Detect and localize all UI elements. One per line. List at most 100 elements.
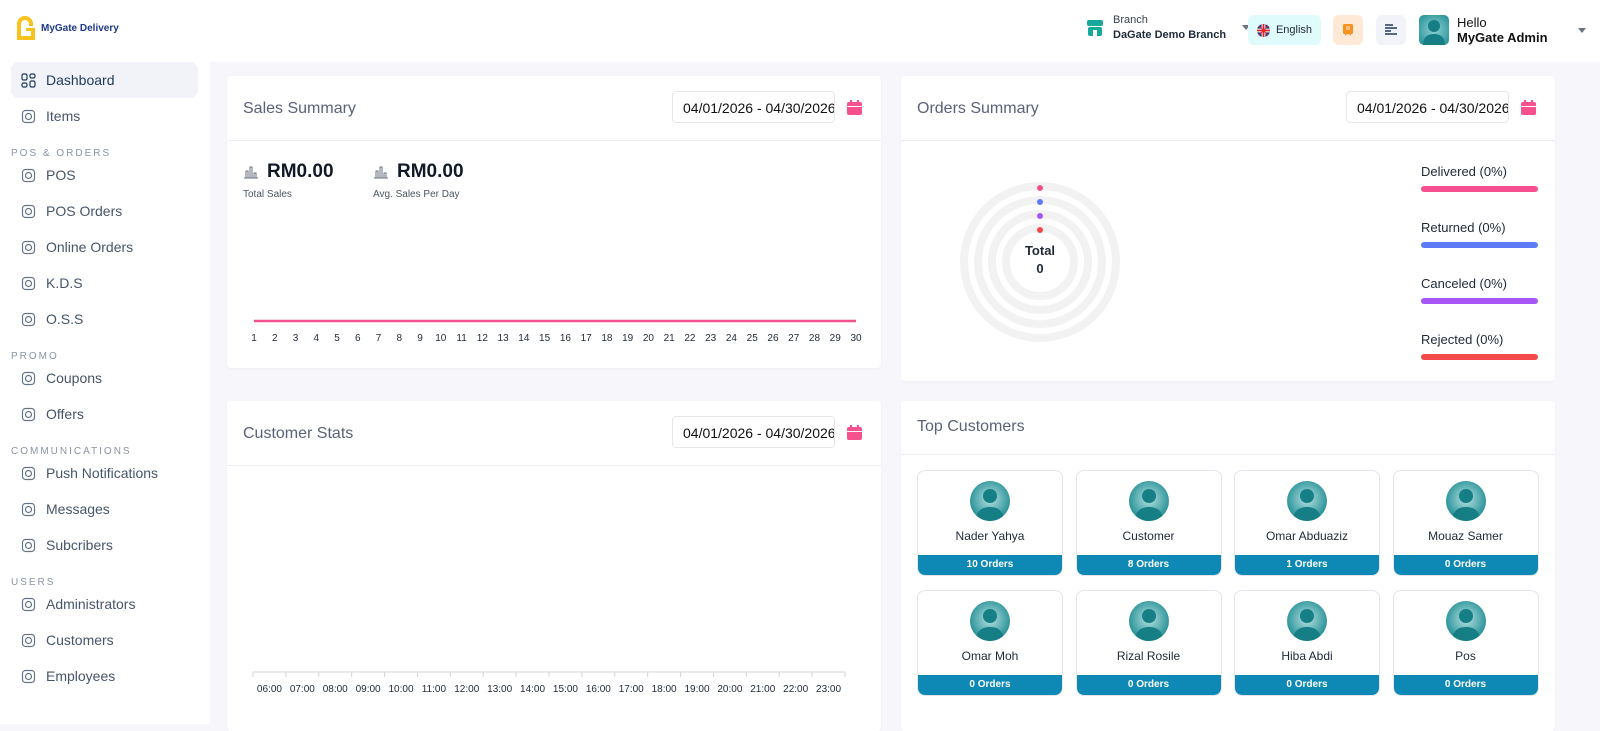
x-tick-label: 3 xyxy=(293,333,299,344)
sidebar-item-administrators[interactable]: Administrators xyxy=(11,586,198,622)
x-tick-label: 07:00 xyxy=(290,684,315,695)
customer-card[interactable]: Mouaz Samer 0 Orders xyxy=(1392,470,1539,576)
date-range-input[interactable]: 04/01/2026 - 04/30/2026 xyxy=(672,91,835,123)
sidebar-item-label: Push Notifications xyxy=(46,465,159,481)
x-tick-label: 08:00 xyxy=(323,684,348,695)
customer-card[interactable]: Omar Abduaziz 1 Orders xyxy=(1234,470,1380,576)
sidebar-item-customers[interactable]: Customers xyxy=(11,622,198,658)
sidebar-item-online-orders[interactable]: Online Orders xyxy=(11,229,198,265)
customer-name: Hiba Abdi xyxy=(1281,649,1333,663)
bar-chart-icon xyxy=(374,166,388,179)
branch-selector[interactable]: Branch DaGate Demo Branch xyxy=(1087,14,1251,41)
date-range-input[interactable]: 04/01/2026 - 04/30/2026 xyxy=(1346,91,1509,123)
x-tick-label: 12:00 xyxy=(454,684,479,695)
customer-stats-card: Customer Stats 04/01/2026 - 04/30/2026 0… xyxy=(227,401,881,731)
sidebar-item-items[interactable]: Items xyxy=(11,98,198,134)
order-count-badge: 0 Orders xyxy=(918,675,1062,695)
sidebar-item-pos-orders[interactable]: POS Orders xyxy=(11,193,198,229)
customer-name: Rizal Rosile xyxy=(1116,649,1181,663)
sidebar-item-pos[interactable]: POS xyxy=(11,157,198,193)
order-count-badge: 0 Orders xyxy=(1393,555,1538,575)
sidebar-section-label: POS & ORDERS xyxy=(11,148,112,159)
sidebar: Dashboard Items POS & ORDERS POS POS Orders O… xyxy=(0,62,210,724)
sidebar-item-o-s-s[interactable]: O.S.S xyxy=(11,301,198,337)
x-tick-label: 12 xyxy=(477,333,489,344)
chevron-down-icon xyxy=(1242,25,1251,30)
avatar xyxy=(1128,601,1169,641)
pos-orders-icon xyxy=(21,204,36,218)
avatar xyxy=(1287,481,1327,521)
menu-toggle-button[interactable] xyxy=(1376,15,1406,45)
date-range-input[interactable]: 04/01/2026 - 04/30/2026 xyxy=(672,416,835,448)
x-tick-label: 10:00 xyxy=(388,684,413,695)
sidebar-item-label: Employees xyxy=(46,668,116,684)
sidebar-item-label: Online Orders xyxy=(46,239,134,255)
x-tick-label: 21:00 xyxy=(750,684,775,695)
x-tick-label: 29 xyxy=(830,333,842,344)
x-tick-label: 1 xyxy=(251,333,257,344)
x-tick-label: 22:00 xyxy=(783,684,808,695)
x-tick-label: 4 xyxy=(313,333,319,344)
users-icon xyxy=(21,633,36,647)
legend-item: Canceled (0%) xyxy=(1421,276,1538,304)
user-menu[interactable]: Hello MyGate Admin xyxy=(1419,15,1586,45)
x-tick-label: 11:00 xyxy=(422,684,447,695)
sidebar-item-push-notifications[interactable]: Push Notifications xyxy=(11,455,198,491)
sidebar-section-label: PROMO xyxy=(11,351,59,362)
order-count-badge: 0 Orders xyxy=(1076,675,1221,695)
bar-chart-icon xyxy=(244,166,258,179)
x-tick-label: 6 xyxy=(355,333,361,344)
card-title: Customer Stats xyxy=(243,425,354,442)
employee-icon xyxy=(21,669,36,683)
calendar-icon[interactable] xyxy=(847,100,862,115)
sidebar-item-label: Coupons xyxy=(46,370,103,386)
legend-item: Delivered (0%) xyxy=(1421,164,1538,192)
radial-value-dot xyxy=(1037,213,1043,219)
x-tick-label: 25 xyxy=(747,333,759,344)
x-tick-label: 18:00 xyxy=(652,684,677,695)
sidebar-item-coupons[interactable]: Coupons xyxy=(11,360,198,396)
customer-card[interactable]: Omar Moh 0 Orders xyxy=(917,590,1063,696)
x-tick-label: 16:00 xyxy=(586,684,611,695)
order-count-badge: 0 Orders xyxy=(1393,675,1538,695)
sidebar-item-messages[interactable]: Messages xyxy=(11,491,198,527)
avatar xyxy=(1445,601,1486,641)
order-count-badge: 1 Orders xyxy=(1235,555,1379,575)
order-count-badge: 10 Orders xyxy=(918,555,1062,575)
customer-card[interactable]: Customer 8 Orders xyxy=(1075,470,1222,576)
x-tick-label: 19 xyxy=(622,333,634,344)
sidebar-item-subcribers[interactable]: Subcribers xyxy=(11,527,198,563)
user-icon xyxy=(21,597,36,611)
logo[interactable]: MyGate Delivery xyxy=(14,14,119,42)
sidebar-item-k-d-s[interactable]: K.D.S xyxy=(11,265,198,301)
sidebar-item-dashboard[interactable]: Dashboard xyxy=(11,62,198,98)
x-tick-label: 30 xyxy=(850,333,862,344)
customer-card[interactable]: Pos 0 Orders xyxy=(1392,590,1539,696)
radial-value-dot xyxy=(1037,227,1043,233)
customer-stats-chart: 06:00 07:00 08:00 09:00 10:00 11:00 12:00 13:00… xyxy=(252,671,846,695)
top-customers-card: Top Customers Nader Yahya 10 Orders Custom… xyxy=(901,401,1555,731)
legend-item: Returned (0%) xyxy=(1421,220,1538,248)
calendar-icon[interactable] xyxy=(847,425,862,440)
customer-card[interactable]: Rizal Rosile 0 Orders xyxy=(1075,590,1222,696)
customer-card[interactable]: Hiba Abdi 0 Orders xyxy=(1234,590,1380,696)
calendar-icon[interactable] xyxy=(1521,100,1536,115)
customer-card[interactable]: Nader Yahya 10 Orders xyxy=(917,470,1063,576)
sidebar-item-offers[interactable]: Offers xyxy=(11,396,198,432)
order-count-badge: 0 Orders xyxy=(1235,675,1379,695)
pos-shortcut-button[interactable] xyxy=(1333,15,1363,45)
sidebar-item-label: Offers xyxy=(46,406,84,422)
language-button[interactable]: English xyxy=(1248,15,1321,45)
legend-bar xyxy=(1421,298,1538,304)
sidebar-item-label: Administrators xyxy=(46,596,136,612)
avatar xyxy=(970,481,1010,521)
legend-bar xyxy=(1421,354,1538,360)
items-icon xyxy=(21,109,36,123)
sales-line-chart: 1 2 3 4 5 6 7 8 9 10 11 12 13 14 15 16 17 18 19 20 21 22 23 24 2… xyxy=(251,319,862,344)
sidebar-item-label: K.D.S xyxy=(46,275,83,291)
x-tick-label: 23:00 xyxy=(816,684,841,695)
sidebar-item-label: POS Orders xyxy=(46,203,123,219)
avatar xyxy=(1419,15,1449,45)
radial-value-dot xyxy=(1037,185,1043,191)
sidebar-item-employees[interactable]: Employees xyxy=(11,658,198,694)
